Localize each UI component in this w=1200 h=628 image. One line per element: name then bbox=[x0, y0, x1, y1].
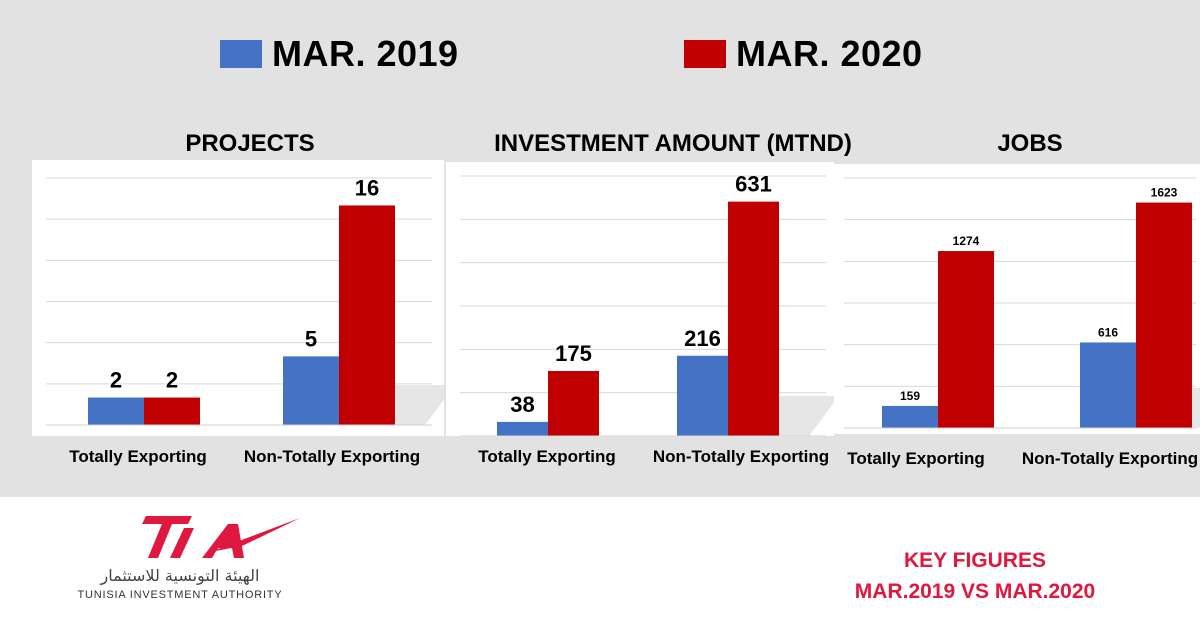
chart-title-jobs: JOBS bbox=[997, 130, 1063, 157]
legend-label-2020: MAR. 2020 bbox=[736, 33, 923, 74]
bar-2019 bbox=[677, 355, 728, 436]
data-label: 175 bbox=[555, 341, 592, 366]
legend-item-2020: MAR. 2020 bbox=[684, 33, 923, 74]
investment-chart: 38 175 216 631 bbox=[460, 172, 839, 437]
key-figures-subtitle: MAR.2019 VS MAR.2020 bbox=[854, 580, 1096, 603]
data-label: 216 bbox=[684, 326, 721, 351]
data-label: 616 bbox=[1098, 325, 1118, 339]
bar-2019 bbox=[497, 421, 548, 436]
chart-title-projects: PROJECTS bbox=[185, 130, 315, 157]
bar-2020 bbox=[548, 371, 599, 436]
data-label: 1623 bbox=[1151, 186, 1178, 200]
data-label: 1274 bbox=[953, 234, 980, 248]
data-label: 631 bbox=[735, 172, 772, 197]
bar-2019 bbox=[1080, 342, 1136, 428]
bar-2020 bbox=[1136, 202, 1192, 428]
tia-logo bbox=[142, 516, 300, 558]
bar-2019 bbox=[88, 397, 144, 425]
projects-chart: 2 2 5 16 bbox=[46, 175, 455, 426]
authority-name-english: TUNISIA INVESTMENT AUTHORITY bbox=[77, 589, 283, 601]
chart-title-investment: INVESTMENT AMOUNT (MTND) bbox=[494, 130, 852, 157]
bar-2019 bbox=[882, 405, 938, 428]
data-label: 16 bbox=[355, 175, 379, 200]
chart-panel-projects: 2 2 5 16 bbox=[32, 160, 455, 436]
legend-swatch-2020 bbox=[684, 40, 726, 68]
bar-2020 bbox=[339, 205, 395, 425]
bar-2020 bbox=[144, 397, 200, 425]
data-label: 2 bbox=[166, 368, 178, 393]
bar-shadow bbox=[769, 396, 839, 436]
chart-panel-investment: 38 175 216 631 bbox=[446, 162, 839, 437]
key-figures-title: KEY FIGURES bbox=[904, 549, 1046, 572]
bar-2020 bbox=[938, 251, 994, 428]
jobs-chart: 159 1274 616 1623 bbox=[844, 177, 1200, 429]
data-label: 159 bbox=[900, 389, 920, 403]
data-label: 5 bbox=[305, 326, 317, 351]
data-label: 38 bbox=[510, 392, 534, 417]
legend-swatch-2019 bbox=[220, 40, 262, 68]
chart-panel-jobs: 159 1274 616 1623 bbox=[834, 164, 1200, 434]
authority-name-arabic: الهيئة التونسية للاستثمار bbox=[100, 566, 260, 585]
bar-shadow bbox=[385, 385, 455, 425]
legend-item-2019: MAR. 2019 bbox=[220, 33, 459, 74]
bar-2020 bbox=[728, 201, 779, 436]
legend-label-2019: MAR. 2019 bbox=[272, 33, 459, 74]
bar-2019 bbox=[283, 356, 339, 425]
data-label: 2 bbox=[110, 368, 122, 393]
